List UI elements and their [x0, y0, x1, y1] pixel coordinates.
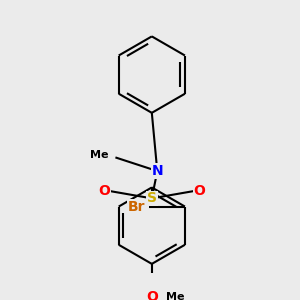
Text: O: O — [99, 184, 110, 198]
Text: N: N — [152, 164, 163, 178]
Text: Me: Me — [90, 150, 108, 160]
Text: Me: Me — [167, 292, 185, 300]
Text: Br: Br — [128, 200, 146, 214]
Text: O: O — [193, 184, 205, 198]
Text: O: O — [146, 290, 158, 300]
Text: S: S — [147, 191, 157, 206]
